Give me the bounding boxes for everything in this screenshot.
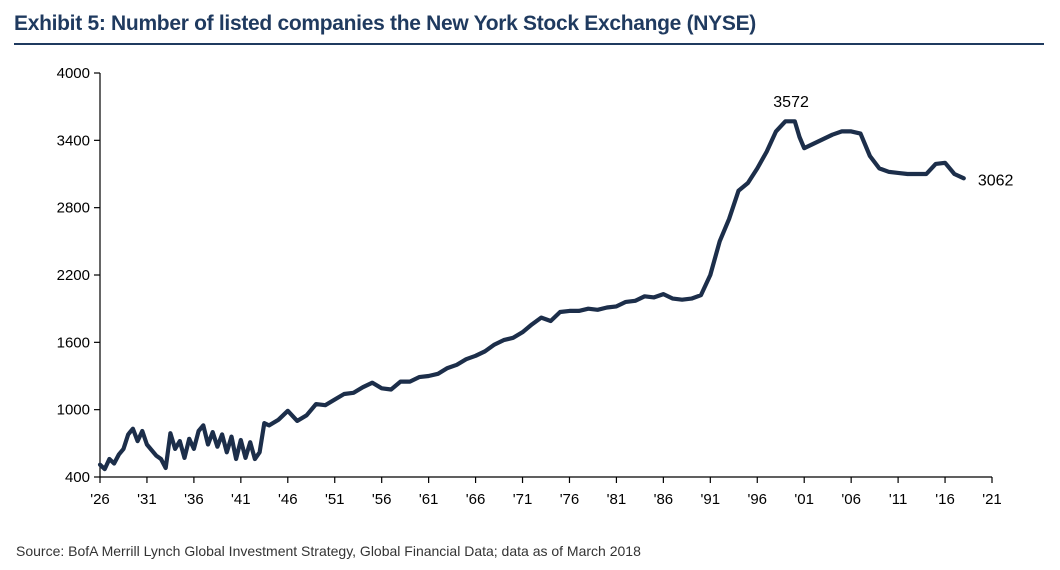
x-tick-label: '06: [841, 491, 861, 508]
y-tick-label: 400: [65, 469, 90, 486]
y-tick-label: 2800: [57, 200, 90, 217]
y-tick-label: 1000: [57, 402, 90, 419]
x-tick-label: '56: [372, 491, 392, 508]
x-tick-label: '96: [747, 491, 767, 508]
x-tick-label: '71: [513, 491, 533, 508]
data-label: 3062: [978, 172, 1014, 189]
chart-title: Exhibit 5: Number of listed companies th…: [14, 12, 756, 35]
x-tick-label: '86: [654, 491, 674, 508]
x-tick-label: '51: [325, 491, 345, 508]
series-line: [97, 119, 966, 472]
y-tick-label: 1600: [57, 334, 90, 351]
x-tick-label: '46: [278, 491, 298, 508]
x-tick-label: '66: [466, 491, 486, 508]
x-tick-label: '11: [889, 491, 907, 508]
x-tick-label: '61: [419, 491, 439, 508]
x-tick-label: '36: [184, 491, 204, 508]
x-tick-label: '41: [231, 491, 251, 508]
x-tick-label: '81: [607, 491, 627, 508]
data-label: 3572: [773, 94, 809, 111]
x-tick-label: '91: [701, 491, 721, 508]
x-tick-label: '26: [90, 491, 110, 508]
y-tick-label: 2200: [57, 267, 90, 284]
x-tick-label: '31: [137, 491, 157, 508]
title-rule: [14, 43, 1044, 45]
y-tick-label: 3400: [57, 132, 90, 149]
annotations: 3572 3062: [773, 94, 1013, 189]
y-tick-label: 4000: [57, 65, 90, 82]
x-tick-label: '16: [935, 491, 955, 508]
chart-axes: 400 1000 1600 2200 2800 3400 4000 '26 '31 '36 '41 '…: [57, 65, 1002, 508]
source-note: Source: BofA Merrill Lynch Global Invest…: [16, 543, 641, 559]
plot-area: [97, 119, 966, 472]
x-tick-label: '76: [560, 491, 580, 508]
x-tick-label: '01: [794, 491, 814, 508]
x-tick-label: '21: [982, 491, 1002, 508]
